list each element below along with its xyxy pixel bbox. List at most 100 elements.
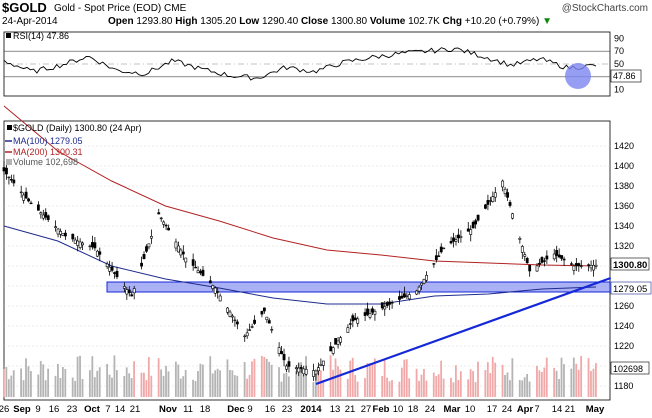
chg-value: +10.20 (+0.79%) <box>464 16 540 27</box>
candle-body <box>71 233 75 240</box>
volume-value: 102.7K <box>408 16 440 27</box>
candle-body <box>110 266 114 271</box>
volume-bar <box>226 359 229 397</box>
candle-body <box>474 220 478 225</box>
date-tick-label: May <box>586 404 605 415</box>
candle-body <box>2 167 6 172</box>
candle-body <box>248 329 252 331</box>
candle-body <box>174 241 178 249</box>
rsi-legend: RSI(14) 47.86 <box>6 31 69 41</box>
candle-body <box>417 286 421 292</box>
volume-bar <box>415 368 418 397</box>
volume-bar <box>3 368 5 397</box>
volume-bar <box>381 376 384 397</box>
volume-bar <box>575 363 578 397</box>
volume-bar <box>143 372 145 397</box>
volume-bar <box>572 357 575 397</box>
candle-body <box>208 280 212 284</box>
rsi-line <box>3 47 597 89</box>
date-tick-label: 16 <box>49 404 60 415</box>
ma100-line <box>3 225 597 305</box>
volume-bar <box>317 366 320 397</box>
legend-volume: Volume 102,698 <box>13 157 78 167</box>
candle-body <box>501 180 505 188</box>
volume-bar <box>219 370 221 397</box>
volume-bar <box>391 380 393 397</box>
exchange-text: CME <box>164 3 187 14</box>
candle-body <box>125 289 129 295</box>
volume-bar <box>580 355 583 397</box>
candle-body <box>555 250 559 256</box>
date-tick-label: 17 <box>487 404 498 415</box>
volume-bar <box>177 364 180 397</box>
candle-body <box>167 227 170 231</box>
candle-body <box>402 293 406 298</box>
candle-body <box>506 192 509 198</box>
candle-body <box>159 217 163 220</box>
price-tick-label: 1420 <box>614 141 634 151</box>
candle-body <box>122 286 126 289</box>
volume-bar <box>39 360 42 397</box>
volume-bar <box>150 375 153 397</box>
candle-body <box>98 251 102 255</box>
price-candles <box>2 161 598 381</box>
volume-value-box <box>610 361 650 375</box>
volume-bar <box>501 364 504 397</box>
volume-bar <box>442 378 445 397</box>
candle-body <box>78 241 82 248</box>
candle-body <box>105 263 109 267</box>
volume-bar <box>509 380 511 397</box>
candle-body <box>452 237 455 242</box>
volume-bar <box>54 375 57 397</box>
chart-header: $GOLD Gold - Spot Price (EOD) CME @Stock… <box>0 0 652 30</box>
candle-body <box>164 224 168 227</box>
volume-bar <box>373 358 376 397</box>
candle-body <box>329 346 333 352</box>
symbol-title: $GOLD <box>2 0 47 15</box>
volume-bar <box>106 363 108 397</box>
candle-body <box>132 288 136 294</box>
candle-body <box>449 241 453 244</box>
volume-bar <box>457 379 460 397</box>
volume-bar <box>477 361 479 397</box>
candle-body <box>511 213 514 219</box>
candle-body <box>520 246 524 253</box>
candle-body <box>142 254 146 260</box>
date-tick-label: 13 <box>330 404 341 415</box>
volume-bar <box>450 377 452 397</box>
close-label: Close <box>300 16 329 27</box>
volume-bar <box>491 356 494 397</box>
candle-body <box>147 243 151 248</box>
price-tick-label: 1240 <box>614 321 634 331</box>
volume-bar <box>216 368 219 397</box>
description-text: Gold - Spot Price (EOD) <box>54 3 162 14</box>
volume-bar <box>518 380 521 397</box>
candle-body <box>508 202 512 206</box>
volume-bar <box>494 362 497 397</box>
volume-bar <box>558 379 560 397</box>
volume-bar <box>312 382 315 397</box>
volume-bar <box>563 364 565 397</box>
candle-body <box>29 202 33 205</box>
volume-bar <box>590 370 592 397</box>
volume-bar <box>91 356 94 397</box>
volume-bar <box>96 370 99 397</box>
volume-bar <box>322 379 325 397</box>
date-tick-label: 10 <box>465 404 476 415</box>
candle-body <box>572 265 576 271</box>
volume-bar <box>263 356 266 397</box>
open-label: Open <box>108 16 134 27</box>
support-trendline <box>315 276 612 386</box>
candle-body <box>64 232 67 237</box>
candle-body <box>560 255 564 259</box>
candle-body <box>425 275 428 281</box>
candle-body <box>213 287 217 294</box>
candle-body <box>368 313 372 318</box>
volume-bar <box>123 375 126 397</box>
volume-bar <box>280 381 283 397</box>
candle-body <box>280 351 283 355</box>
candle-body <box>592 264 595 271</box>
close-value-box <box>610 257 650 271</box>
high-value: 1305.20 <box>200 16 237 27</box>
volume-bar <box>174 361 177 397</box>
